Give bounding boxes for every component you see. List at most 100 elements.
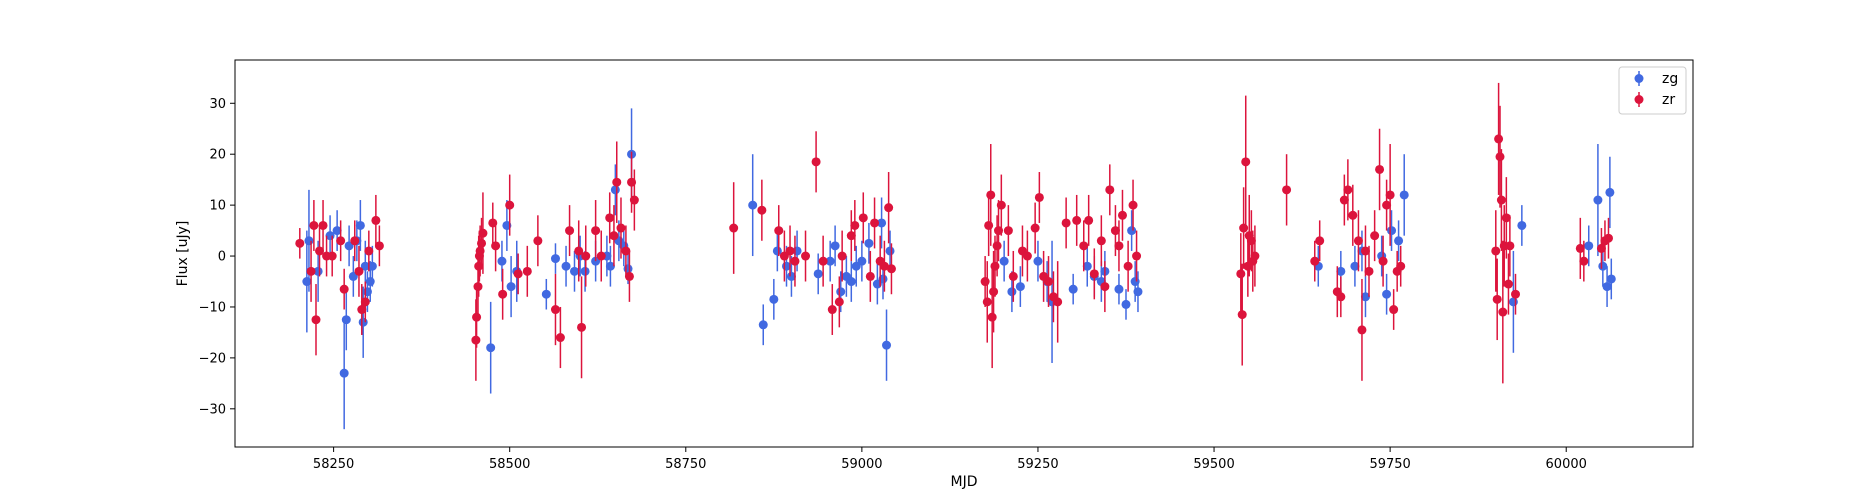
data-point-zr-95 xyxy=(1100,282,1110,292)
data-point-zr-31 xyxy=(533,236,543,246)
data-point-zg-43 xyxy=(825,256,835,266)
data-point-zr-128 xyxy=(1385,190,1395,200)
x-axis-label: MJD xyxy=(951,474,978,490)
data-point-zg-78 xyxy=(1382,289,1392,299)
data-point-zr-100 xyxy=(1123,261,1133,271)
x-tick-label: 59750 xyxy=(1369,457,1410,472)
legend-marker-zg xyxy=(1634,74,1644,83)
data-point-zg-10 xyxy=(355,220,365,230)
data-point-zr-127 xyxy=(1382,200,1392,210)
data-point-zr-129 xyxy=(1389,305,1399,315)
data-point-zr-136 xyxy=(1496,195,1506,205)
data-point-zr-48 xyxy=(729,223,739,233)
data-point-zr-91 xyxy=(1079,241,1089,251)
data-point-zr-24 xyxy=(478,228,488,238)
data-point-zr-121 xyxy=(1357,325,1367,335)
data-point-zr-49 xyxy=(757,205,767,215)
data-point-zg-74 xyxy=(1350,261,1360,271)
data-point-zr-142 xyxy=(1511,289,1521,299)
data-point-zr-10 xyxy=(350,236,360,246)
data-point-zg-29 xyxy=(605,261,615,271)
data-point-zr-41 xyxy=(609,231,619,241)
data-point-zr-40 xyxy=(605,213,615,223)
data-point-zg-54 xyxy=(882,340,892,350)
data-point-zr-39 xyxy=(596,251,606,261)
data-point-zr-70 xyxy=(982,297,992,307)
data-point-zg-23 xyxy=(561,261,571,271)
data-point-zg-80 xyxy=(1394,236,1404,246)
data-point-zr-47 xyxy=(629,195,639,205)
data-point-zg-33 xyxy=(623,264,633,274)
data-point-zg-79 xyxy=(1387,226,1397,236)
data-point-zr-67 xyxy=(884,203,894,213)
data-point-zr-78 xyxy=(996,200,1006,210)
data-point-zg-47 xyxy=(846,277,856,287)
data-point-zr-29 xyxy=(513,269,523,279)
data-point-zr-0 xyxy=(295,238,305,248)
data-point-zr-79 xyxy=(1003,226,1013,236)
data-point-zr-32 xyxy=(550,305,560,315)
data-point-zr-16 xyxy=(374,241,384,251)
legend: zg zr xyxy=(1618,66,1687,115)
data-point-zg-15 xyxy=(367,261,377,271)
data-point-zr-144 xyxy=(1579,256,1589,266)
data-point-zg-71 xyxy=(1133,287,1143,297)
x-tick-label: 58250 xyxy=(313,457,354,472)
data-point-zr-98 xyxy=(1114,241,1124,251)
data-point-zr-103 xyxy=(1236,269,1246,279)
y-tick-label: 0 xyxy=(218,250,226,265)
data-point-zg-36 xyxy=(758,320,768,330)
data-point-zr-131 xyxy=(1396,261,1406,271)
data-point-zg-69 xyxy=(1127,226,1137,236)
data-point-zr-63 xyxy=(865,271,875,281)
data-point-zr-82 xyxy=(1022,251,1032,261)
data-point-zr-12 xyxy=(357,305,367,315)
data-point-zr-9 xyxy=(339,284,349,294)
data-point-zr-37 xyxy=(581,251,591,261)
x-tick-label: 59250 xyxy=(1017,457,1058,472)
x-tick-label: 58500 xyxy=(489,457,530,472)
data-point-zr-133 xyxy=(1492,294,1502,304)
data-point-zr-104 xyxy=(1237,310,1247,320)
data-point-zr-64 xyxy=(870,218,880,228)
data-point-zg-21 xyxy=(541,289,551,299)
data-point-zg-87 xyxy=(1602,282,1612,292)
data-point-zr-61 xyxy=(850,220,860,230)
y-tick-label: 20 xyxy=(209,148,226,163)
data-point-zr-116 xyxy=(1336,292,1346,302)
data-point-zr-69 xyxy=(980,277,990,287)
data-point-zr-28 xyxy=(505,200,515,210)
data-point-zr-140 xyxy=(1503,279,1513,289)
data-point-zr-58 xyxy=(834,297,844,307)
x-tick-label: 58750 xyxy=(665,457,706,472)
data-point-zr-68 xyxy=(886,264,896,274)
data-point-zr-135 xyxy=(1495,152,1505,162)
data-point-zg-40 xyxy=(786,271,796,281)
data-point-zr-42 xyxy=(612,177,622,187)
data-point-zr-113 xyxy=(1310,256,1320,266)
data-point-zr-106 xyxy=(1241,157,1251,167)
data-point-zr-126 xyxy=(1378,256,1388,266)
data-point-zr-55 xyxy=(811,157,821,167)
data-point-zr-23 xyxy=(477,238,487,248)
data-point-zr-15 xyxy=(371,215,381,225)
data-point-zg-76 xyxy=(1360,292,1370,302)
data-point-zr-53 xyxy=(790,256,800,266)
x-tick-label: 59500 xyxy=(1193,457,1234,472)
data-point-zr-99 xyxy=(1117,210,1127,220)
data-point-zr-66 xyxy=(879,261,889,271)
data-point-zr-92 xyxy=(1084,215,1094,225)
y-tick-label: 10 xyxy=(209,199,226,214)
x-tick-label: 60000 xyxy=(1546,457,1587,472)
data-point-zg-45 xyxy=(836,287,846,297)
data-point-zr-54 xyxy=(801,251,811,261)
data-point-zr-97 xyxy=(1110,226,1120,236)
data-point-zr-13 xyxy=(360,297,370,307)
data-point-zr-4 xyxy=(315,246,325,256)
data-point-zr-83 xyxy=(1030,223,1040,233)
y-axis-label: Flux [uJy] xyxy=(175,221,191,287)
data-point-zg-2 xyxy=(313,266,323,276)
data-point-zr-43 xyxy=(616,223,626,233)
series-zr xyxy=(295,82,1613,384)
